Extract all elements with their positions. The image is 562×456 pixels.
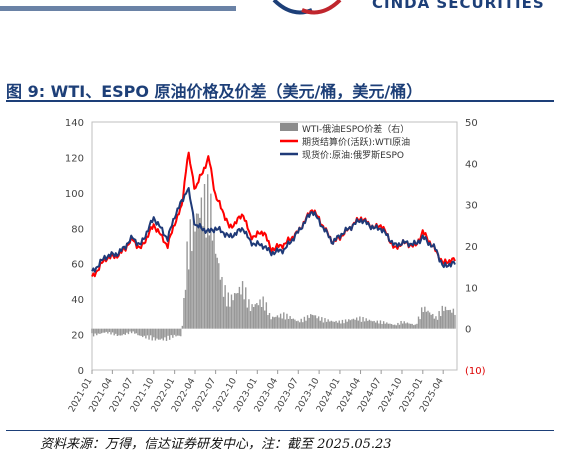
chart-axes: 020406080100120140(10)010203040502021-01… bbox=[65, 118, 486, 414]
spread-series bbox=[91, 174, 456, 341]
figure-title: 图 9: WTI、ESPO 原油价格及价差（美元/桶，美元/桶） bbox=[6, 82, 423, 101]
right-axis-tick-label: 10 bbox=[465, 283, 478, 294]
right-axis-tick-label: (10) bbox=[465, 366, 486, 377]
series-line bbox=[91, 151, 456, 278]
left-axis-tick-label: 60 bbox=[71, 260, 84, 271]
source-divider bbox=[6, 430, 554, 431]
title-divider bbox=[6, 100, 554, 102]
left-axis-tick-label: 0 bbox=[78, 366, 84, 377]
left-axis-tick-label: 140 bbox=[65, 118, 84, 129]
price-chart: 020406080100120140(10)010203040502021-01… bbox=[65, 118, 486, 414]
price-lines bbox=[91, 151, 456, 278]
header-accent-bar bbox=[0, 6, 236, 11]
left-axis-tick-label: 20 bbox=[71, 331, 84, 342]
left-axis-tick-label: 80 bbox=[71, 224, 84, 235]
series-line bbox=[91, 187, 456, 273]
left-axis-tick-label: 100 bbox=[65, 189, 84, 200]
legend-swatch-spread bbox=[280, 123, 298, 131]
company-logo-icon bbox=[272, 0, 342, 15]
company-logo-text: CINDA SECURITIES bbox=[372, 0, 545, 12]
right-axis-tick-label: 0 bbox=[465, 325, 471, 336]
right-axis-tick-label: 50 bbox=[465, 118, 478, 129]
source-note: 资料来源：万得，信达证券研发中心，注：截至 2025.05.23 bbox=[40, 437, 392, 452]
plot-frame bbox=[91, 121, 458, 371]
left-axis-tick-label: 40 bbox=[71, 295, 84, 306]
right-axis-tick-label: 30 bbox=[465, 201, 478, 212]
legend-label: WTI-俄油ESPO价差（右） bbox=[302, 123, 409, 135]
chart-legend: WTI-俄油ESPO价差（右）期货结算价(活跃):WTI原油现货价:原油:俄罗斯… bbox=[280, 123, 410, 161]
right-axis-tick-label: 40 bbox=[465, 159, 478, 170]
legend-label: 期货结算价(活跃):WTI原油 bbox=[302, 136, 410, 148]
right-axis-tick-label: 20 bbox=[465, 242, 478, 253]
left-axis-tick-label: 120 bbox=[65, 153, 84, 164]
legend-label: 现货价:原油:俄罗斯ESPO bbox=[302, 149, 404, 161]
